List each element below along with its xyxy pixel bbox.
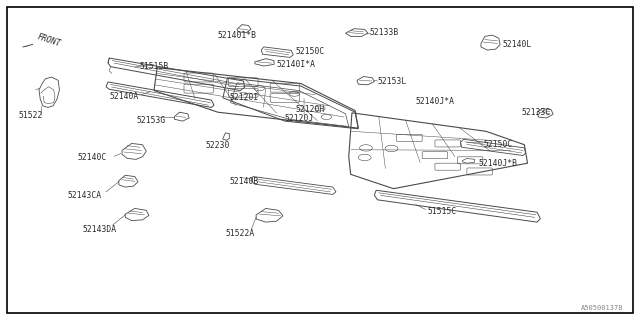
Text: 52140C: 52140C (77, 153, 107, 162)
Text: 521401*B: 521401*B (218, 31, 257, 40)
Text: 52120J: 52120J (284, 114, 314, 123)
Text: 52153G: 52153G (136, 116, 165, 125)
Text: FRONT: FRONT (36, 32, 62, 49)
Text: 52120H: 52120H (296, 105, 325, 114)
Text: 51515B: 51515B (140, 62, 169, 71)
Text: 52120I: 52120I (229, 93, 259, 102)
Text: 52143DA: 52143DA (83, 225, 116, 234)
Text: 52140J*B: 52140J*B (478, 159, 517, 168)
Text: 52143CA: 52143CA (68, 190, 102, 200)
Text: 52150C: 52150C (296, 46, 325, 56)
Text: A505001378: A505001378 (581, 305, 623, 311)
Text: 52140I*A: 52140I*A (276, 60, 316, 69)
Text: 51522A: 51522A (225, 229, 255, 238)
Text: 52150C: 52150C (483, 140, 513, 149)
Text: 52140J*A: 52140J*A (416, 97, 455, 106)
Text: 52140A: 52140A (109, 92, 138, 101)
Text: 51522: 51522 (19, 111, 43, 120)
Text: 52133B: 52133B (370, 28, 399, 37)
Text: 52133C: 52133C (522, 108, 551, 117)
Text: 52230: 52230 (205, 141, 229, 150)
Text: 51515C: 51515C (428, 207, 456, 216)
Text: 52140L: 52140L (502, 40, 531, 49)
Text: 52140B: 52140B (229, 177, 259, 186)
Text: 52153L: 52153L (378, 77, 407, 86)
